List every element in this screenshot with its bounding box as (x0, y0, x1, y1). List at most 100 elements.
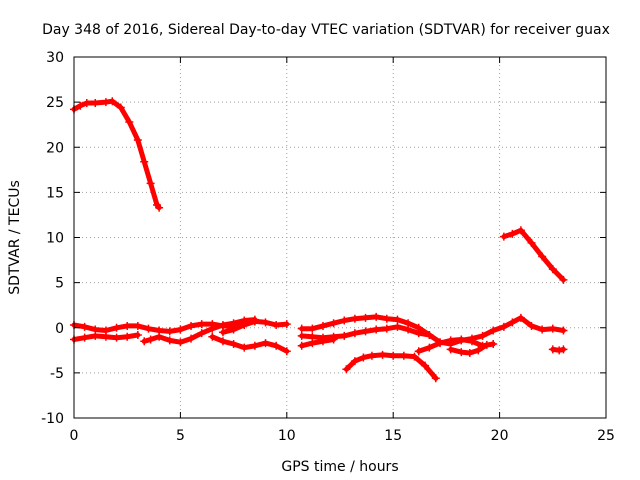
data-point (187, 334, 196, 343)
data-point (165, 336, 174, 345)
data-point (146, 179, 155, 188)
data-point (140, 157, 149, 166)
data-point (140, 337, 149, 346)
data-point (80, 333, 89, 342)
data-point (144, 324, 153, 333)
data-point (218, 337, 227, 346)
data-point (425, 330, 434, 339)
data-point (250, 317, 259, 326)
data-point (378, 350, 387, 359)
data-point (318, 321, 327, 330)
data-point (308, 324, 317, 333)
y-tick-label: -10 (41, 411, 64, 427)
data-point (342, 365, 351, 374)
data-point (361, 327, 370, 336)
y-tick-label: 10 (46, 231, 64, 247)
x-tick-label: 20 (491, 428, 509, 444)
data-point (436, 339, 445, 348)
chart-title: Day 348 of 2016, Sidereal Day-to-day VTE… (42, 22, 610, 38)
x-tick-label: 25 (597, 428, 615, 444)
x-tick-label: 5 (176, 428, 185, 444)
data-point (367, 351, 376, 360)
data-point (478, 331, 487, 340)
data-point (414, 347, 423, 356)
data-point (559, 345, 568, 354)
series-arc-13 (499, 226, 568, 284)
x-tick-label: 0 (70, 428, 79, 444)
data-point (146, 335, 155, 344)
data-point (208, 332, 217, 341)
data-point (91, 99, 100, 108)
data-point (297, 341, 306, 350)
series-line (299, 337, 337, 349)
data-point (250, 341, 259, 350)
data-point (414, 329, 423, 338)
data-point (548, 345, 557, 354)
y-tick-label: 0 (55, 321, 64, 337)
data-point (108, 97, 117, 106)
data-point (218, 328, 227, 337)
y-tick-label: 20 (46, 140, 64, 156)
data-point (80, 322, 89, 331)
data-point (410, 352, 419, 361)
data-point (559, 326, 568, 335)
series-arc-14 (548, 345, 568, 355)
data-point (482, 340, 491, 349)
x-tick-label: 10 (278, 428, 296, 444)
data-point (282, 320, 291, 329)
series-line (343, 352, 439, 381)
data-point (282, 347, 291, 356)
data-point (548, 265, 557, 274)
data-point (457, 348, 466, 357)
data-point (559, 275, 568, 284)
data-point (393, 322, 402, 331)
data-point (165, 327, 174, 336)
data-point (329, 319, 338, 328)
data-point (308, 339, 317, 348)
data-point (133, 136, 142, 145)
y-tick-label: 30 (46, 50, 64, 66)
data-point (508, 318, 517, 327)
data-point (489, 326, 498, 335)
data-point (116, 103, 125, 112)
data-point (372, 312, 381, 321)
series-arc-3 (70, 330, 142, 344)
x-axis-label: GPS time / hours (281, 459, 398, 475)
data-point (101, 332, 110, 341)
data-point (297, 324, 306, 333)
data-series (70, 97, 568, 383)
series-arc-4 (140, 315, 259, 347)
data-point (508, 229, 517, 238)
data-point (516, 313, 525, 322)
data-point (176, 325, 185, 334)
data-point (318, 337, 327, 346)
series-arc-6 (218, 317, 259, 337)
data-point (555, 346, 564, 355)
data-point (465, 349, 474, 358)
data-point (527, 238, 536, 247)
data-point (361, 313, 370, 322)
series-line (71, 98, 162, 211)
series-line (220, 318, 258, 335)
data-point (382, 314, 391, 323)
series-arc-9 (297, 335, 338, 350)
data-point (197, 320, 206, 329)
data-point (133, 321, 142, 330)
data-point (499, 232, 508, 241)
data-point (372, 325, 381, 334)
data-point (446, 336, 455, 345)
series-arc-1 (70, 97, 164, 212)
data-point (421, 361, 430, 370)
data-point (155, 203, 164, 212)
y-axis-label: SDTVAR / TECUs (7, 180, 23, 295)
data-point (261, 318, 270, 327)
data-point (404, 325, 413, 334)
data-point (538, 252, 547, 261)
data-point (208, 324, 217, 333)
y-tick-label: 25 (46, 95, 64, 111)
data-point (382, 324, 391, 333)
data-point (393, 315, 402, 324)
data-point (82, 99, 91, 108)
data-point (101, 98, 110, 107)
